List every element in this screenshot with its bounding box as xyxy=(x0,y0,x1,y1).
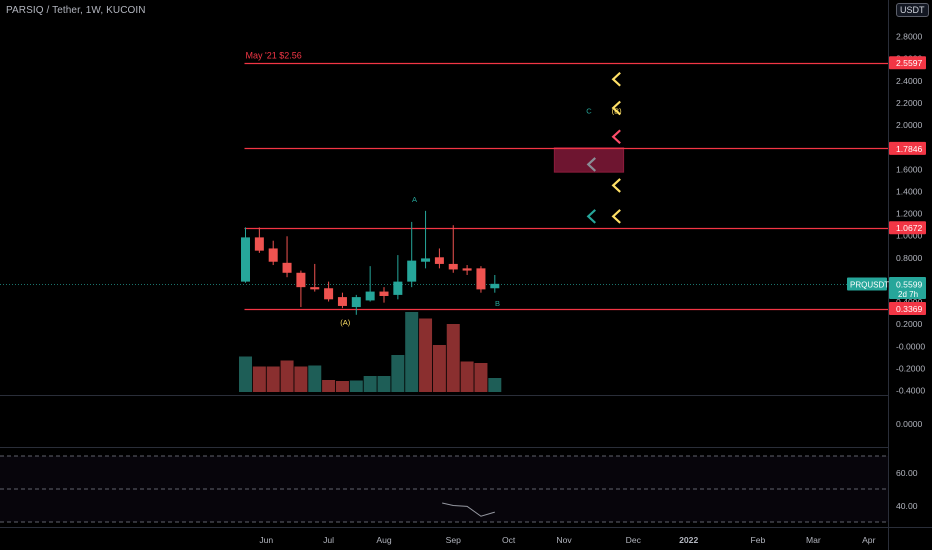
volume-bar xyxy=(446,324,460,392)
candle-body xyxy=(268,248,278,262)
volume-bar xyxy=(308,365,322,392)
candle-body xyxy=(490,283,500,289)
current-price-tag xyxy=(889,277,926,299)
rsi-axis-label: 40.00 xyxy=(896,501,918,511)
chevron-left-icon xyxy=(586,157,596,172)
level-price-tag xyxy=(889,221,926,235)
price-axis-label: 2.0000 xyxy=(896,120,923,130)
price-axis-label: 1.4000 xyxy=(896,186,923,196)
candle-body xyxy=(434,257,444,264)
time-axis-label: Jul xyxy=(323,535,334,545)
price-axis-label: 0.8000 xyxy=(896,253,923,263)
symbol-tag xyxy=(847,277,887,291)
price-axis-label: 1.0000 xyxy=(896,231,923,241)
symbol-tag-label: PRQUSDT xyxy=(850,281,889,290)
price-axis-label: 2.4000 xyxy=(896,76,923,86)
target-zone xyxy=(553,147,625,173)
price-axis-label: 2.8000 xyxy=(896,32,923,42)
level-annotation: May '21 $2.56 xyxy=(246,51,302,61)
candle-body xyxy=(310,287,320,290)
volume-bar xyxy=(460,361,474,392)
chevron-left-icon xyxy=(611,209,621,224)
volume-bar xyxy=(419,318,433,392)
volume-bar xyxy=(294,366,308,392)
level-price-tag-label: 1.0672 xyxy=(896,223,923,233)
rsi-line xyxy=(442,502,495,517)
price-axis-label: 1.2000 xyxy=(896,209,923,219)
candle-body xyxy=(393,281,403,295)
time-axis-label: Apr xyxy=(862,535,876,545)
volume-bar xyxy=(239,356,252,392)
rsi-pane xyxy=(0,455,888,523)
level-price-tag-label: 1.7846 xyxy=(896,144,923,154)
candle-body xyxy=(421,258,431,262)
chevron-left-icon xyxy=(611,178,621,193)
candle-body xyxy=(282,262,292,273)
volume-bar xyxy=(363,376,377,392)
volume-bar xyxy=(474,363,488,392)
candle-body xyxy=(365,291,375,301)
volume-bar xyxy=(280,360,294,392)
price-axis-label: -0.4000 xyxy=(896,386,925,396)
wave-label: (A) xyxy=(340,318,351,327)
price-axis-label: 1.6000 xyxy=(896,164,923,174)
chevron-left-icon xyxy=(611,100,621,116)
wave-label: C xyxy=(586,107,592,116)
time-axis-label: Mar xyxy=(806,535,821,545)
volume-bar xyxy=(405,312,419,392)
time-axis-label: Dec xyxy=(626,535,642,545)
chevron-left-icon xyxy=(611,71,621,87)
volume-bar xyxy=(349,380,363,392)
volume-bar xyxy=(322,380,336,392)
lower-pane-axis-label: 0.0000 xyxy=(896,419,923,429)
level-price-tag xyxy=(889,302,926,316)
wave-label: A xyxy=(412,195,417,204)
candle-body xyxy=(337,297,347,306)
time-axis-label: Jun xyxy=(259,535,273,545)
time-axis-label: Sep xyxy=(446,535,462,545)
volume-bar xyxy=(335,381,349,392)
rsi-axis-label: 60.00 xyxy=(896,468,918,478)
volume-bar xyxy=(391,355,405,392)
time-axis-label: Oct xyxy=(502,535,516,545)
time-axis-label: Feb xyxy=(751,535,766,545)
currency-selector[interactable]: USDT xyxy=(896,3,929,17)
candle-body xyxy=(462,268,472,271)
volume-bar xyxy=(377,376,391,392)
time-axis-label: 2022 xyxy=(679,535,698,545)
candle-body xyxy=(324,288,334,300)
price-axis-label: -0.2000 xyxy=(896,363,925,373)
candle-body xyxy=(241,237,250,282)
price-axis-label: 0.2000 xyxy=(896,319,923,329)
time-axis-label: Nov xyxy=(556,535,572,545)
price-axis-label: -0.0000 xyxy=(896,341,925,351)
bar-countdown: 2d 7h xyxy=(898,290,918,299)
level-price-tag-label: 2.5597 xyxy=(896,58,923,68)
candle-body xyxy=(407,260,417,282)
volume-bar xyxy=(266,366,280,392)
chevron-left-icon xyxy=(611,129,621,145)
symbol-title: PARSIQ / Tether, 1W, KUCOIN xyxy=(6,5,146,16)
level-price-tag-label: 0.3369 xyxy=(896,304,923,314)
volume-bar xyxy=(488,378,502,392)
candle-body xyxy=(476,268,486,290)
volume-bar xyxy=(432,345,446,392)
price-axis-label: 2.2000 xyxy=(896,98,923,108)
level-price-tag xyxy=(889,56,926,70)
volume-bar xyxy=(252,366,266,392)
level-price-tag xyxy=(889,141,926,155)
candle-body xyxy=(351,297,361,308)
wave-label: B xyxy=(495,299,500,308)
candle-body xyxy=(254,237,264,251)
candle-body xyxy=(448,263,458,270)
chevron-left-icon xyxy=(586,209,596,224)
candle-body xyxy=(296,272,306,288)
current-price-value: 0.5599 xyxy=(896,280,923,290)
candle-body xyxy=(379,291,389,296)
time-axis-label: Aug xyxy=(376,535,392,545)
